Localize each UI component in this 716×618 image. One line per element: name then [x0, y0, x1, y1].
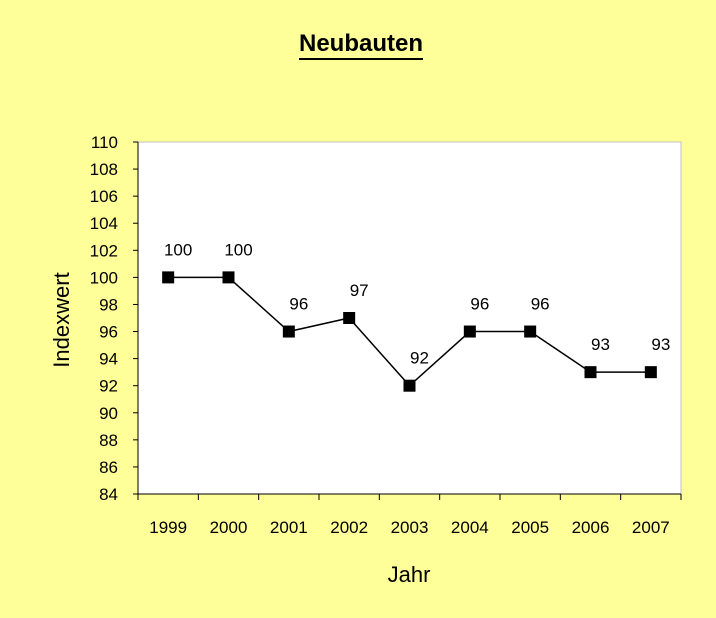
- y-tick-label: 86: [99, 458, 118, 477]
- chart-title: Neubauten: [0, 30, 716, 60]
- x-axis: 1999 2000 2001 2002 2003 2004 2005 2006 2007: [137, 493, 682, 537]
- y-tick-label: 96: [99, 323, 118, 342]
- y-tick-label: 106: [90, 187, 118, 206]
- y-tick-label: 90: [99, 404, 118, 423]
- data-label: 92: [410, 349, 429, 368]
- y-axis: 84 86 88 90 92 94 96 98 100 102 104 106 108 110: [90, 133, 139, 504]
- y-tick-label: 102: [90, 241, 118, 260]
- x-tick-label: 2001: [270, 518, 308, 537]
- x-tick-label: 2000: [210, 518, 248, 537]
- data-point-marker: [644, 366, 657, 379]
- data-point-marker: [162, 271, 175, 284]
- data-point-marker: [524, 325, 537, 338]
- y-tick-label: 108: [90, 160, 118, 179]
- y-tick-label: 94: [99, 350, 118, 369]
- x-tick-label: 2002: [330, 518, 368, 537]
- data-point-marker: [222, 271, 235, 284]
- plot-area: [137, 141, 682, 495]
- x-tick-label: 2005: [511, 518, 549, 537]
- y-tick-label: 84: [99, 485, 118, 504]
- chart-title-text: Neubauten: [298, 30, 423, 60]
- data-label: 96: [531, 295, 550, 314]
- y-tick-label: 104: [90, 214, 118, 233]
- y-tick-label: 92: [99, 377, 118, 396]
- x-tick-label: 2004: [451, 518, 489, 537]
- data-point-marker: [463, 325, 476, 338]
- data-label: 96: [470, 295, 489, 314]
- x-axis-title: Jahr: [388, 562, 431, 587]
- data-label: 93: [591, 335, 610, 354]
- x-tick-label: 1999: [149, 518, 187, 537]
- data-label: 100: [164, 240, 192, 259]
- y-tick-label: 100: [90, 268, 118, 287]
- data-label: 97: [350, 281, 369, 300]
- x-tick-label: 2003: [391, 518, 429, 537]
- data-point-marker: [403, 379, 416, 392]
- y-axis-title: Indexwert: [49, 272, 74, 367]
- y-tick-label: 110: [91, 133, 118, 152]
- x-tick-label: 2007: [632, 518, 670, 537]
- data-label: 100: [224, 240, 252, 259]
- data-label: 93: [651, 335, 670, 354]
- data-point-marker: [343, 312, 356, 324]
- y-tick-label: 98: [99, 295, 118, 314]
- data-label: 96: [289, 295, 308, 314]
- y-tick-label: 88: [99, 431, 118, 450]
- series-group: 100 100 96 97 92 96 96 93 93: [162, 240, 670, 392]
- x-tick-label: 2006: [572, 518, 610, 537]
- data-point-marker: [282, 325, 295, 338]
- data-point-marker: [584, 366, 597, 379]
